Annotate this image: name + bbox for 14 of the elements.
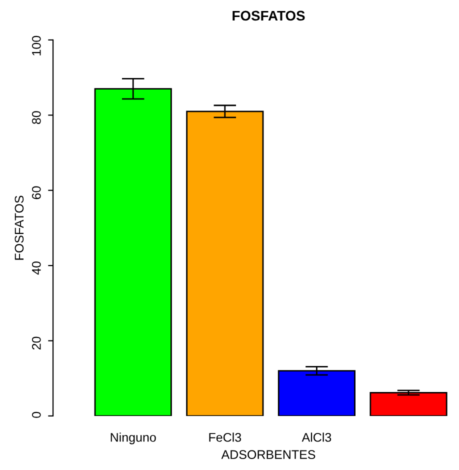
chart-title: FOSFATOS [232, 10, 305, 21]
y-tick-label: 20 [32, 336, 41, 350]
y-tick-label: 40 [32, 262, 41, 275]
x-tick-label: AlCl3 [302, 432, 332, 442]
y-axis-title: FOSFATOS [14, 196, 24, 260]
x-tick-label: Ninguno [110, 432, 156, 444]
bar [278, 370, 356, 416]
x-tick-label: FeCl3 [209, 432, 242, 442]
y-tick-label: 0 [32, 412, 41, 418]
bar [370, 392, 448, 416]
y-tick-label: 100 [32, 36, 41, 56]
y-tick-label: 60 [32, 186, 41, 200]
x-axis-title: ADSORBENTES [221, 450, 316, 460]
y-tick-label: 80 [32, 111, 41, 124]
